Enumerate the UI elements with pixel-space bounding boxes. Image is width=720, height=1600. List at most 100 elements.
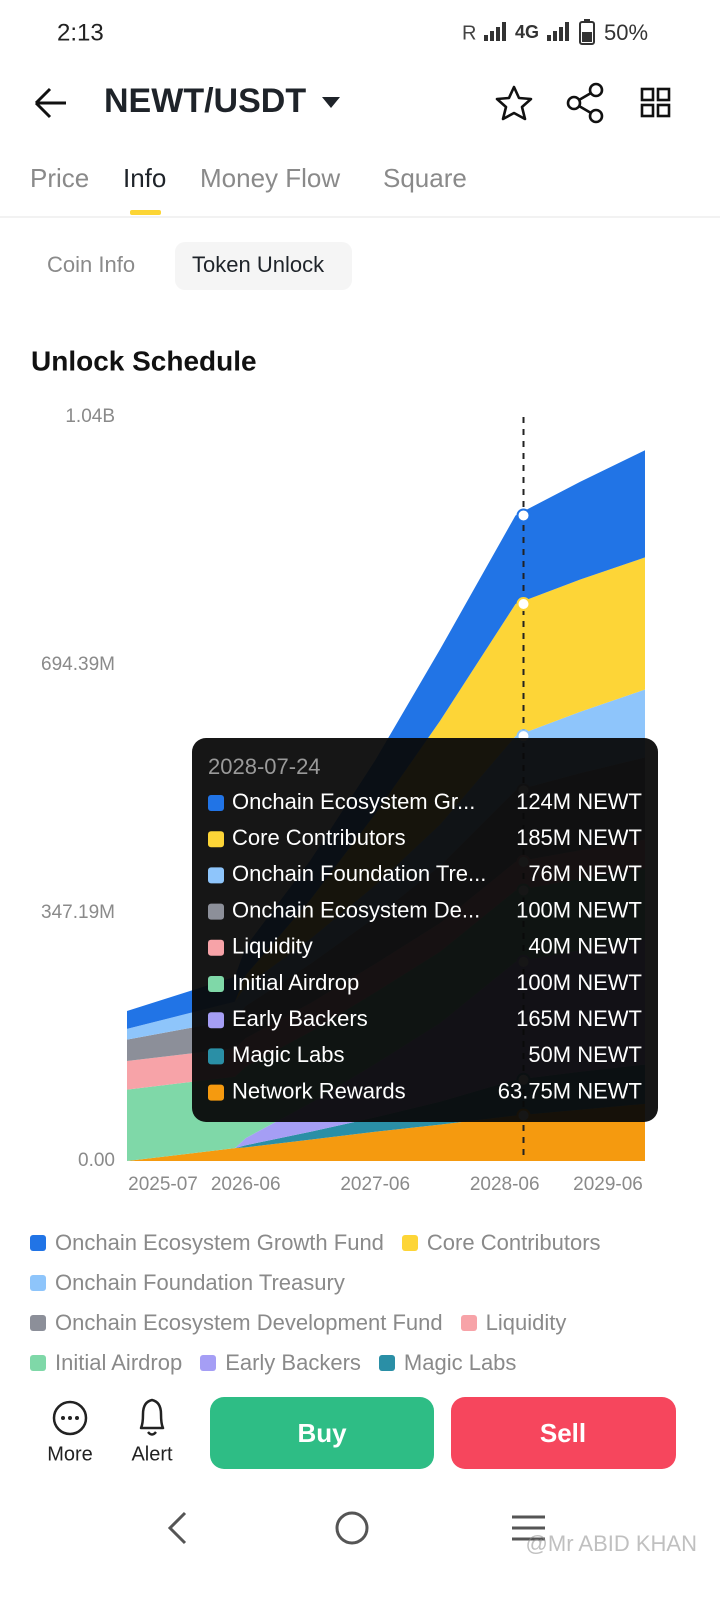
- tooltip-value: 63.75M NEWT: [498, 1078, 642, 1103]
- tooltip-bg: [192, 738, 658, 1122]
- y-tick-label: 694.39M: [41, 654, 115, 675]
- legend-label: Onchain Ecosystem Development Fund: [55, 1310, 443, 1335]
- signal-icon: [484, 22, 569, 41]
- legend-item[interactable]: Early Backers: [200, 1343, 361, 1383]
- legend-label: Early Backers: [225, 1350, 361, 1375]
- back-button[interactable]: [34, 87, 66, 119]
- pair-title[interactable]: NEWT/USDT: [104, 82, 306, 120]
- subtab-active-bg[interactable]: [175, 242, 352, 290]
- tooltip-name: Early Backers: [232, 1006, 368, 1031]
- tooltip-value: 50M NEWT: [528, 1042, 642, 1067]
- tooltip-swatch: [208, 831, 224, 848]
- nav-home[interactable]: [335, 1511, 369, 1545]
- tooltip-value: 100M NEWT: [516, 897, 642, 922]
- legend-swatch: [200, 1355, 217, 1371]
- legend-swatch: [460, 1315, 477, 1331]
- y-tick-label: 1.04B: [65, 406, 115, 427]
- tooltip-value: 100M NEWT: [516, 970, 642, 995]
- status-carrier: R: [462, 22, 476, 44]
- legend-label: Core Contributors: [426, 1230, 601, 1255]
- tooltip-swatch: [208, 867, 224, 884]
- legend-label: Initial Airdrop: [55, 1350, 183, 1375]
- tooltip-swatch: [208, 1012, 224, 1029]
- y-tick-label: 347.19M: [41, 902, 115, 923]
- area: [127, 557, 645, 1029]
- legend-swatch: [378, 1355, 395, 1371]
- tab[interactable]: Money Flow: [200, 163, 340, 193]
- tooltip-value: 40M NEWT: [528, 934, 642, 959]
- alert-button[interactable]: Alert: [131, 1398, 173, 1465]
- subtab[interactable]: Coin Info: [47, 252, 135, 277]
- tooltip-name: Liquidity: [232, 934, 313, 959]
- legend-item[interactable]: Network Rewards: [30, 1383, 229, 1385]
- legend-swatch: [30, 1235, 46, 1251]
- x-tick-label: 2025-07: [128, 1174, 198, 1195]
- tooltip: 2028-07-24 Onchain Ecosystem Gr... 124M N…: [192, 738, 658, 1122]
- legend-item[interactable]: Liquidity: [460, 1303, 567, 1343]
- status-battery: 50%: [604, 20, 648, 45]
- legend-item[interactable]: Initial Airdrop: [30, 1343, 182, 1383]
- grid-button[interactable]: [640, 87, 671, 118]
- tooltip-name: Core Contributors: [232, 825, 406, 850]
- legend: Onchain Ecosystem Growth Fund Core Contri…: [30, 1223, 710, 1385]
- legend-swatch: [30, 1275, 46, 1291]
- favorite-button[interactable]: [495, 85, 533, 121]
- more-label: More: [47, 1443, 93, 1465]
- sell-button[interactable]: [451, 1397, 676, 1469]
- tooltip-name: Network Rewards: [232, 1078, 406, 1103]
- legend-item[interactable]: Onchain Ecosystem Development Fund: [30, 1303, 443, 1343]
- tooltip-swatch: [208, 976, 224, 992]
- tab-active[interactable]: Info: [123, 163, 166, 193]
- tooltip-value: 124M NEWT: [516, 789, 642, 814]
- nav-menu[interactable]: [512, 1515, 545, 1541]
- status-time: 2:13: [57, 19, 104, 46]
- tooltip-name: Magic Labs: [232, 1042, 345, 1067]
- tooltip-date: 2028-07-24: [208, 754, 321, 779]
- tooltip-swatch: [208, 795, 224, 811]
- legend-label: Liquidity: [485, 1310, 567, 1335]
- legend-item[interactable]: Onchain Foundation Treasury: [30, 1263, 345, 1303]
- area: [127, 450, 645, 1029]
- tooltip-name: Onchain Ecosystem Gr...: [232, 789, 475, 814]
- legend-label: Onchain Ecosystem Growth Fund: [55, 1230, 384, 1255]
- tooltip-value: 76M NEWT: [528, 861, 642, 886]
- tab[interactable]: Square: [383, 163, 467, 193]
- more-button[interactable]: More: [47, 1400, 93, 1465]
- nav-back[interactable]: [167, 1511, 187, 1545]
- sell-label[interactable]: Sell: [540, 1418, 586, 1448]
- tooltip-value: 165M NEWT: [516, 1006, 642, 1031]
- tab[interactable]: Price: [30, 163, 89, 193]
- legend-item[interactable]: Magic Labs: [378, 1343, 517, 1383]
- hover-dot: [516, 597, 531, 612]
- tab-indicator: [130, 210, 161, 215]
- tooltip-swatch: [208, 1048, 224, 1065]
- tooltip-name: Onchain Foundation Tre...: [232, 861, 486, 886]
- tooltip-swatch: [208, 939, 224, 956]
- status-network: 4G: [515, 22, 539, 42]
- alert-label: Alert: [131, 1443, 173, 1465]
- legend-item[interactable]: Core Contributors: [401, 1223, 601, 1263]
- tooltip-swatch: [208, 1084, 224, 1101]
- y-tick-label: 0.00: [78, 1150, 115, 1171]
- tooltip-value: 185M NEWT: [516, 825, 642, 850]
- share-button[interactable]: [566, 82, 604, 124]
- tooltip-name: Initial Airdrop: [232, 970, 359, 995]
- legend-swatch: [30, 1315, 46, 1331]
- tooltip-swatch: [208, 903, 224, 920]
- battery-icon: [579, 19, 595, 45]
- x-tick-label: 2027-06: [340, 1174, 410, 1195]
- subtab-active[interactable]: Token Unlock: [192, 252, 325, 277]
- hover-dot: [516, 508, 531, 523]
- legend-label: Onchain Foundation Treasury: [55, 1270, 345, 1295]
- legend-item[interactable]: Onchain Ecosystem Growth Fund: [30, 1223, 384, 1263]
- legend-swatch: [401, 1235, 418, 1251]
- watermark: @Mr ABID KHAN: [526, 1531, 697, 1556]
- x-tick-label: 2029-06: [573, 1174, 643, 1195]
- legend-swatch: [30, 1355, 46, 1371]
- pair-dropdown[interactable]: [322, 97, 340, 108]
- buy-button[interactable]: [210, 1397, 434, 1469]
- legend-label: Magic Labs: [403, 1350, 517, 1375]
- buy-label[interactable]: Buy: [297, 1418, 347, 1448]
